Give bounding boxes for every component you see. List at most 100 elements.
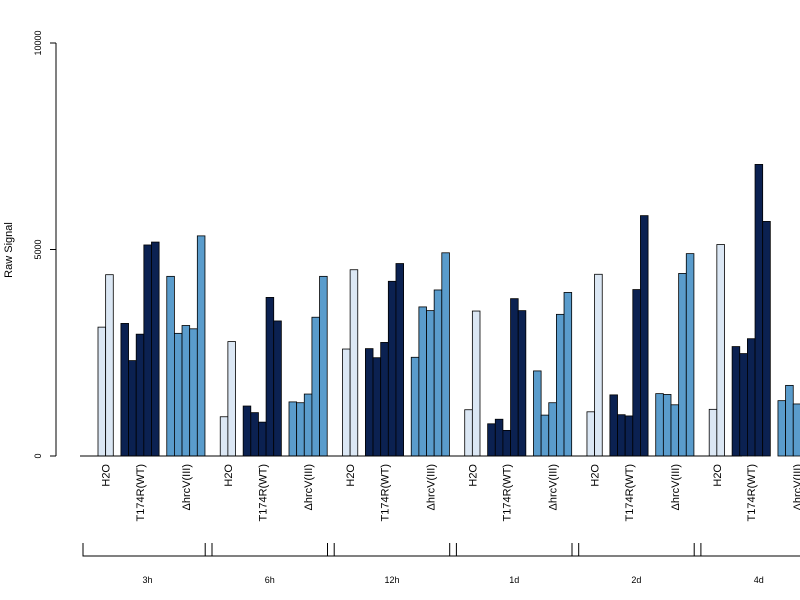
bar xyxy=(265,297,275,457)
x-labels-layer: H2O T174R(WT) ΔhrcV(III) H2O T174R(WT) ΔhrcV(… xyxy=(101,464,800,522)
bar xyxy=(296,402,305,457)
group-label: H2O xyxy=(101,464,113,487)
bar xyxy=(517,310,527,457)
bar xyxy=(151,241,160,457)
group-label: T174R(WT) xyxy=(380,464,392,521)
bar xyxy=(731,346,741,457)
bar xyxy=(380,342,389,457)
bar xyxy=(143,244,152,457)
bar xyxy=(662,394,672,457)
bar xyxy=(105,274,114,457)
bar xyxy=(288,401,298,457)
bar xyxy=(242,405,252,457)
bar xyxy=(258,421,267,457)
bar xyxy=(250,412,259,457)
timepoint-label: 2d xyxy=(631,575,641,585)
timepoint-bracket xyxy=(204,543,335,557)
bar xyxy=(586,411,596,457)
timepoint-label: 6h xyxy=(265,575,275,585)
y-tick-label: 5000 xyxy=(33,239,43,259)
bar xyxy=(739,353,748,457)
bar xyxy=(135,333,145,457)
bar xyxy=(747,338,756,457)
timepoint-label: 4d xyxy=(754,575,764,585)
bar xyxy=(189,328,198,457)
bar xyxy=(762,221,771,457)
bar xyxy=(777,400,787,457)
bar xyxy=(319,275,328,457)
bar xyxy=(418,306,427,457)
bar xyxy=(670,404,680,457)
bar xyxy=(617,414,626,457)
bar xyxy=(685,253,695,457)
bar xyxy=(548,402,557,457)
y-tick-label: 10000 xyxy=(33,30,43,55)
bar xyxy=(349,269,359,457)
timepoint-label: 1d xyxy=(509,575,519,585)
timepoint-bracket xyxy=(449,543,580,557)
timepoint-bracket xyxy=(693,543,800,557)
group-label: T174R(WT) xyxy=(502,464,514,521)
bar xyxy=(594,273,603,457)
bar xyxy=(678,273,687,457)
bar xyxy=(342,348,351,457)
bar xyxy=(471,310,481,457)
bar xyxy=(372,357,382,457)
group-label: ΔhrcV(III) xyxy=(548,464,560,510)
y-axis-label: Raw Signal xyxy=(3,222,15,278)
timepoint-bracket xyxy=(571,543,702,557)
bar xyxy=(655,393,664,457)
timepoint-brackets: 3h6h12h1d2d4d6d xyxy=(82,543,800,585)
bar xyxy=(792,403,800,457)
bar xyxy=(708,408,718,457)
bar xyxy=(181,325,191,457)
bar xyxy=(533,370,542,457)
bar xyxy=(311,316,320,457)
group-label: H2O xyxy=(590,464,602,487)
group-label: ΔhrcV(III) xyxy=(181,464,193,510)
bar xyxy=(426,310,435,457)
bar xyxy=(364,348,374,457)
bar xyxy=(97,326,107,457)
group-label: ΔhrcV(III) xyxy=(425,464,437,510)
bar xyxy=(219,416,229,457)
bar xyxy=(510,298,519,457)
bar xyxy=(227,341,236,457)
bars-layer xyxy=(97,164,800,457)
group-label: T174R(WT) xyxy=(624,464,636,521)
bar xyxy=(128,360,137,457)
bar xyxy=(433,289,443,457)
timepoint-label: 12h xyxy=(384,575,399,585)
group-label: H2O xyxy=(712,464,724,487)
bar xyxy=(556,313,565,457)
bar xyxy=(464,409,473,457)
bar xyxy=(609,394,618,457)
group-label: H2O xyxy=(467,464,479,487)
bar xyxy=(563,292,573,457)
timepoint-label: 3h xyxy=(142,575,152,585)
bar xyxy=(785,384,794,457)
group-label: T174R(WT) xyxy=(746,464,758,521)
group-label: T174R(WT) xyxy=(135,464,147,521)
bar xyxy=(196,235,206,457)
bar xyxy=(494,418,504,457)
bar xyxy=(173,332,183,457)
bar xyxy=(395,263,404,457)
bar xyxy=(716,244,725,457)
timepoint-bracket xyxy=(82,543,213,557)
bar xyxy=(120,323,129,457)
bar xyxy=(387,280,397,457)
group-label: ΔhrcV(III) xyxy=(303,464,315,510)
bar xyxy=(441,252,450,457)
group-label: ΔhrcV(III) xyxy=(792,464,800,510)
group-label: ΔhrcV(III) xyxy=(670,464,682,510)
y-axis: 0 5000 10000 xyxy=(33,30,57,459)
bar xyxy=(166,275,175,457)
y-tick-label: 0 xyxy=(33,453,43,458)
timepoint-bracket xyxy=(327,543,457,557)
bar xyxy=(624,415,634,457)
bar xyxy=(487,423,496,457)
bar xyxy=(273,320,282,457)
bar xyxy=(632,289,641,457)
